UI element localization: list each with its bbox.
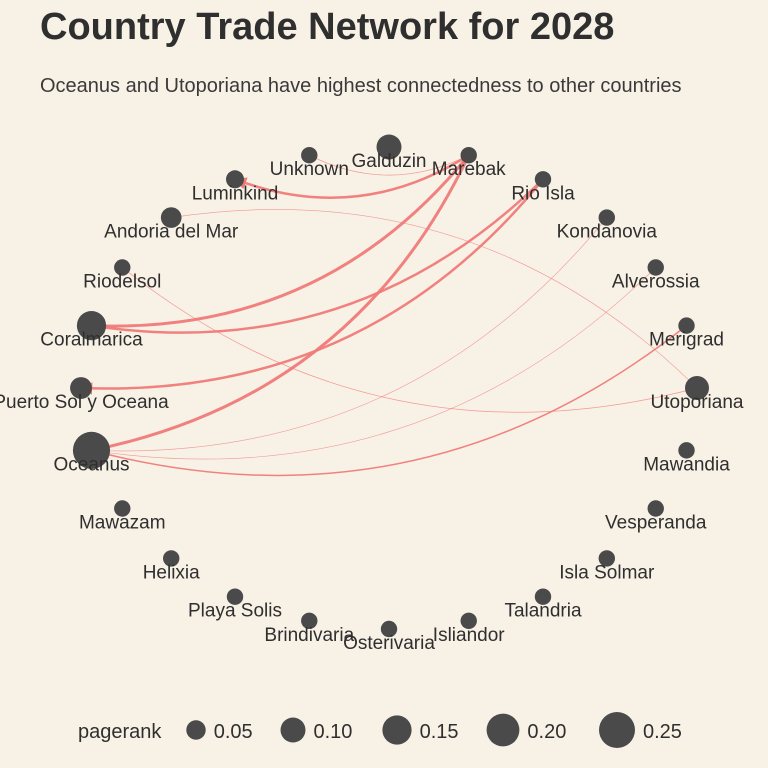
node-playa-solis [226,588,244,605]
legend-label-1: 0.10 [313,721,352,743]
node-label-osterivaria: Osterivaria [343,633,435,654]
node-kondanovia [598,209,615,226]
legend-label-0: 0.05 [214,721,253,743]
node-label-puerto-sol-y-oceana: Puerto Sol y Oceana [0,392,169,413]
node-label-galduzin: Galduzin [352,151,427,172]
chart-title: Country Trade Network for 2028 [40,6,615,48]
legend-key-1 [280,717,306,743]
edges-layer [79,154,698,477]
node-isla-solmar [598,550,615,567]
legend-label-2: 0.15 [420,721,459,743]
legend-title: pagerank [78,721,162,743]
node-label-coralmarica: Coralmarica [40,330,143,351]
node-coralmarica [76,311,107,341]
edge-utoporiana-to-riodelsol [121,267,698,413]
node-label-mawazam: Mawazam [79,513,166,534]
legend-key-2 [382,715,412,745]
legend-key-4 [599,712,635,748]
node-label-unknown: Unknown [270,159,349,180]
edge-rio-isla-to-puerto-sol-y-oceana [79,178,544,395]
edge-merigrad-to-oceanus [90,325,687,477]
node-label-marebak: Marebak [432,159,506,180]
node-label-andoria-del-mar: Andoria del Mar [104,222,239,243]
node-vesperanda [647,500,664,517]
node-label-mawandia: Mawandia [643,454,730,475]
legend-key-0 [186,720,206,740]
node-label-riodelsol: Riodelsol [83,272,161,293]
node-unknown [301,147,318,164]
node-galduzin [376,134,402,160]
node-helixia [163,550,180,567]
node-puerto-sol-y-oceana [70,377,92,399]
node-mawandia [678,442,695,459]
node-label-isliandor: Isliandor [433,625,505,646]
node-label-playa-solis: Playa Solis [188,601,282,622]
node-rio-isla [534,171,552,188]
node-oceanus [72,431,111,469]
chart-subtitle: Oceanus and Utoporiana have highest conn… [40,75,682,97]
legend-label-3: 0.20 [527,721,566,743]
node-riodelsol [114,259,131,276]
node-label-talandria: Talandria [504,601,582,622]
node-label-merigrad: Merigrad [649,330,724,351]
pagerank-legend: pagerank 0.05 0.10 0.15 0.20 0.25 [78,712,682,748]
node-mawazam [114,500,131,517]
legend-label-4: 0.25 [643,721,682,743]
node-label-rio-isla: Rio Isla [511,183,575,204]
node-label-utoporiana: Utoporiana [651,392,744,413]
edge-kondanovia-to-oceanus [91,217,608,452]
legend-key-3 [486,713,520,747]
edge-alverossia-to-oceanus [91,267,656,460]
node-label-brindivaria: Brindivaria [264,625,354,646]
node-marebak [460,147,477,164]
node-label-alverossia: Alverossia [612,272,700,293]
node-utoporiana [685,376,709,400]
node-merigrad [678,317,695,334]
node-osterivaria [380,620,398,638]
node-label-kondanovia: Kondanovia [557,222,658,243]
edge-marebak-to-unknown [308,154,469,176]
nodes-layer [70,134,709,638]
edge-rio-isla-to-coralmarica [90,178,544,334]
node-label-oceanus: Oceanus [53,454,129,475]
edge-marebak-to-coralmarica [89,154,470,334]
node-brindivaria [301,612,318,629]
edge-marebak-to-luminkind [233,154,470,199]
node-talandria [534,588,552,605]
node-label-helixia: Helixia [143,562,200,583]
node-label-isla-solmar: Isla Solmar [559,562,655,583]
node-andoria-del-mar [160,207,182,228]
node-alverossia [647,259,664,276]
node-isliandor [460,612,477,629]
node-label-luminkind: Luminkind [192,183,279,204]
node-luminkind [226,170,244,189]
edge-andoria-del-mar-to-utoporiana [171,209,698,389]
node-label-vesperanda: Vesperanda [605,513,707,534]
